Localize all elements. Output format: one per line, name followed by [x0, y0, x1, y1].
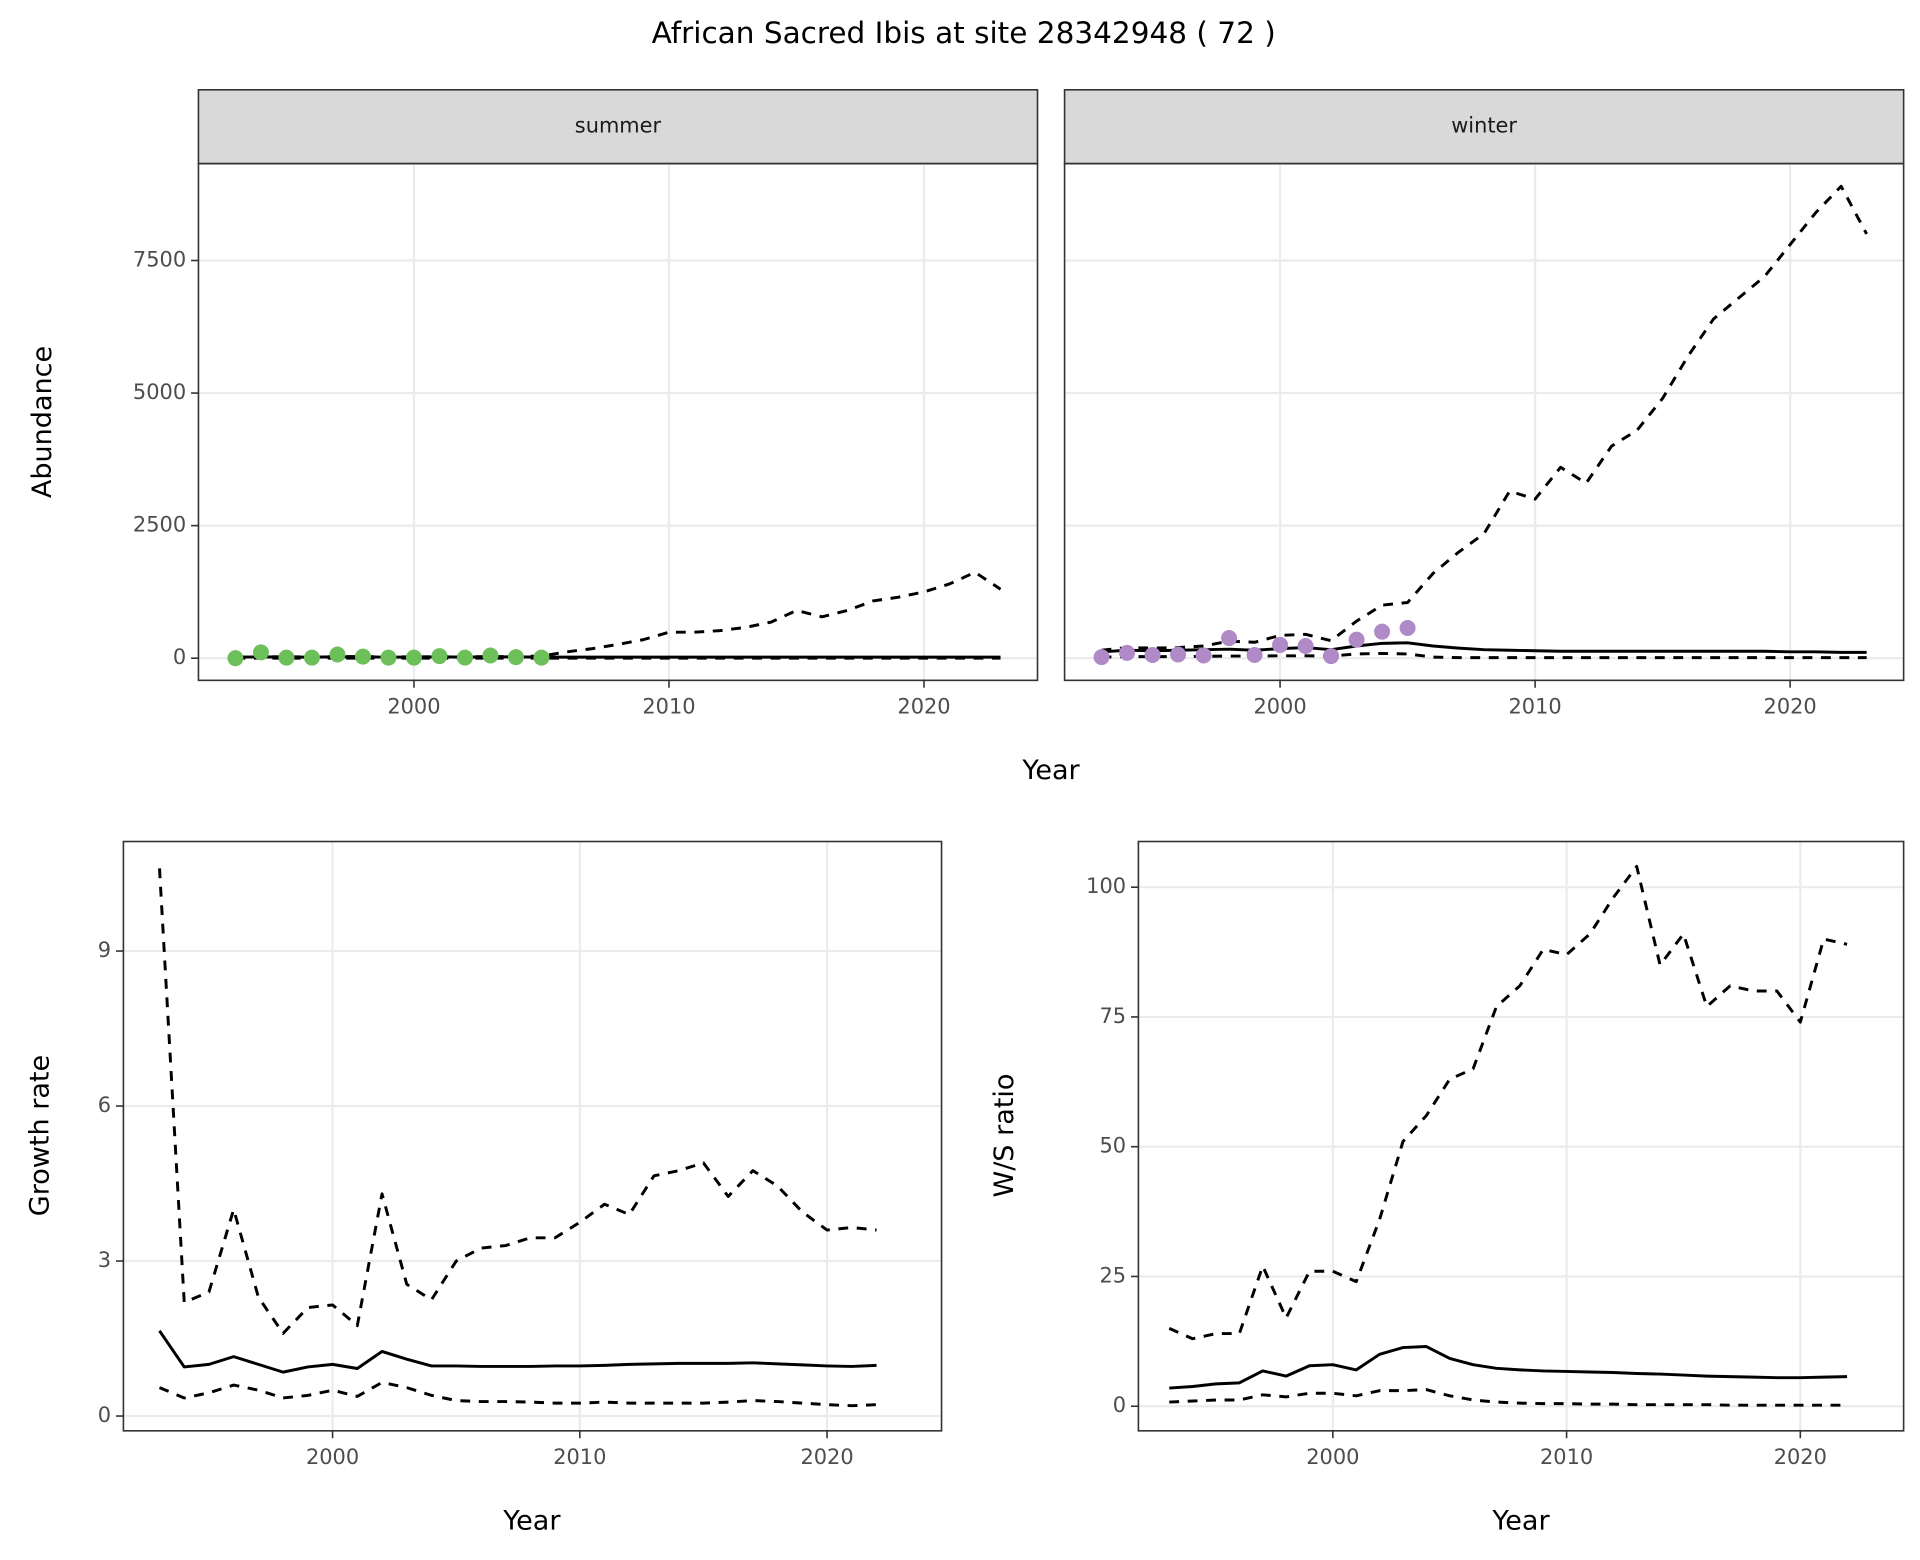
data-point	[1272, 636, 1289, 653]
x-axis-title: Year	[502, 1505, 561, 1536]
data-point	[227, 650, 244, 667]
dashed-line	[158, 868, 877, 1335]
panel-border	[197, 162, 1039, 682]
data-point	[354, 648, 371, 665]
y-tick-label: 75	[1099, 1004, 1126, 1028]
dashed-line	[235, 570, 1002, 659]
y-tick-label: 0	[173, 645, 186, 669]
panel-border	[1063, 162, 1905, 682]
y-tick-label: 0	[98, 1403, 111, 1427]
panel-background	[1064, 163, 1904, 681]
panel-background	[198, 163, 1038, 681]
y-tick-label: 50	[1099, 1134, 1126, 1158]
data-point	[1195, 647, 1212, 664]
solid-line	[1101, 641, 1867, 654]
data-point	[278, 649, 295, 666]
figure-title: African Sacred Ibis at site 28342948 ( 7…	[652, 16, 1276, 50]
dashed-line	[1169, 1388, 1848, 1407]
x-axis-title: Year	[1491, 1505, 1550, 1536]
data-point	[1144, 647, 1161, 663]
data-point	[1246, 647, 1263, 663]
panel-background	[1138, 841, 1904, 1431]
data-point	[380, 649, 397, 666]
data-point	[1119, 644, 1136, 661]
facet-label: winter	[1451, 114, 1517, 138]
x-tick-label: 2010	[553, 1445, 606, 1469]
y-tick-label: 25	[1099, 1263, 1126, 1287]
data-point	[1348, 631, 1365, 648]
data-point	[533, 649, 550, 666]
x-axis-title: Year	[1021, 755, 1080, 786]
y-tick-label: 2500	[133, 513, 186, 537]
data-point	[1221, 630, 1238, 647]
panel-background	[123, 841, 942, 1431]
y-tick-label: 7500	[133, 248, 186, 272]
data-point	[252, 644, 269, 661]
y-tick-label: 9	[98, 938, 111, 962]
data-point	[303, 649, 320, 666]
x-tick-label: 2000	[1253, 694, 1306, 718]
data-point	[329, 646, 346, 663]
x-tick-label: 2000	[306, 1445, 359, 1469]
x-tick-label: 2000	[387, 694, 440, 718]
data-point	[1323, 648, 1340, 665]
dashed-line	[1168, 864, 1848, 1341]
y-tick-label: 0	[1113, 1393, 1126, 1417]
y-axis-title: Abundance	[27, 346, 58, 498]
data-point	[1399, 619, 1416, 636]
y-tick-label: 100	[1086, 874, 1126, 898]
x-tick-label: 2020	[800, 1445, 853, 1469]
data-point	[405, 649, 422, 666]
x-tick-label: 2020	[1764, 694, 1817, 718]
data-point	[1297, 637, 1314, 654]
data-point	[482, 647, 499, 664]
dashed-line	[1101, 184, 1868, 652]
y-axis-title: W/S ratio	[989, 1074, 1020, 1198]
dashed-line	[158, 1380, 877, 1408]
facet-strip	[197, 89, 1039, 165]
y-tick-label: 3	[98, 1248, 111, 1272]
data-point	[456, 649, 473, 666]
data-point	[1374, 623, 1391, 640]
data-point	[1170, 646, 1187, 663]
y-axis-title: Growth rate	[24, 1055, 55, 1216]
solid-line	[158, 1329, 877, 1374]
facet-label: summer	[575, 114, 662, 138]
panel-border	[1137, 840, 1905, 1432]
data-point	[1093, 649, 1110, 666]
x-tick-label: 2000	[1306, 1445, 1359, 1469]
x-tick-label: 2010	[1508, 694, 1561, 718]
x-tick-label: 2020	[1774, 1445, 1827, 1469]
x-tick-label: 2020	[897, 694, 950, 718]
panel-border	[122, 840, 943, 1432]
y-tick-label: 5000	[133, 380, 186, 404]
y-tick-label: 6	[98, 1093, 111, 1117]
facet-strip	[1063, 89, 1905, 165]
solid-line	[1169, 1345, 1848, 1390]
data-point	[507, 649, 524, 666]
x-tick-label: 2010	[1540, 1445, 1593, 1469]
x-tick-label: 2010	[642, 694, 695, 718]
data-point	[431, 648, 448, 665]
